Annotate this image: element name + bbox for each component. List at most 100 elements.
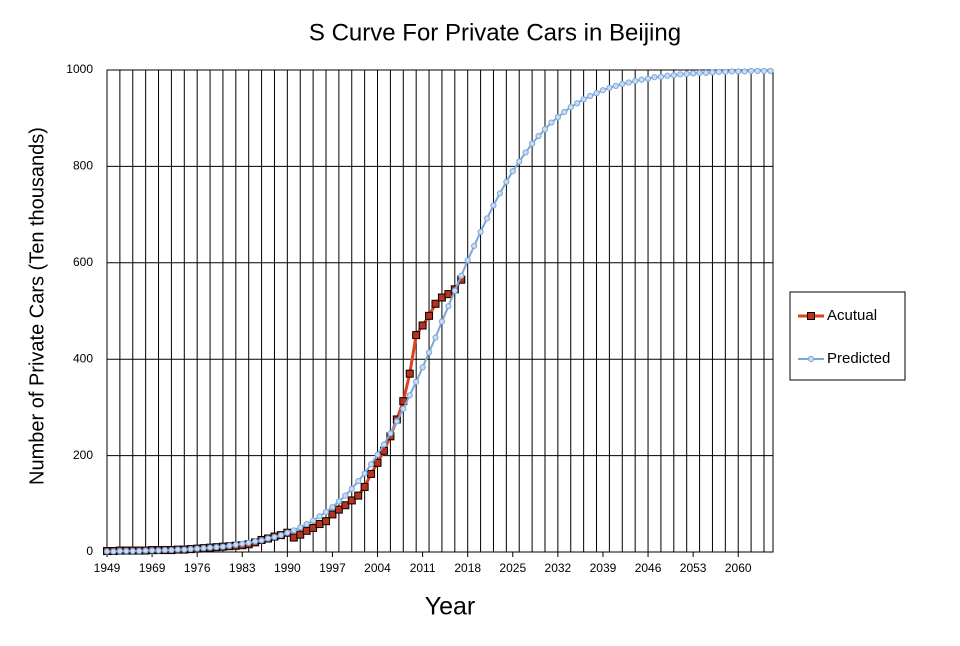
data-point — [136, 547, 143, 555]
legend-marker — [807, 355, 815, 363]
data-point — [129, 547, 136, 555]
data-point — [374, 451, 381, 458]
x-tick-label: 1969 — [139, 561, 166, 575]
y-tick-label: 1000 — [66, 62, 93, 76]
data-point — [213, 544, 220, 551]
data-point — [541, 126, 549, 133]
data-point — [373, 458, 382, 467]
data-point — [471, 242, 478, 250]
series-line — [107, 69, 771, 553]
legend-marker — [807, 312, 815, 320]
y-tick-label: 800 — [73, 159, 93, 173]
data-point — [606, 84, 613, 91]
data-point — [638, 76, 645, 83]
data-point — [284, 529, 291, 536]
data-point — [329, 504, 336, 511]
data-point — [328, 510, 337, 519]
data-point — [548, 119, 555, 126]
data-point — [419, 364, 426, 371]
y-tick-label: 400 — [73, 351, 93, 365]
data-point — [194, 545, 201, 552]
data-point — [258, 537, 265, 544]
data-point — [458, 272, 465, 279]
data-point — [310, 517, 317, 524]
data-point — [413, 378, 420, 385]
data-point — [760, 67, 768, 75]
data-point — [200, 545, 207, 552]
data-point — [683, 70, 690, 77]
data-point — [123, 547, 130, 555]
data-point — [651, 74, 658, 81]
data-point — [239, 540, 246, 547]
data-point — [393, 418, 400, 425]
data-point — [245, 539, 252, 546]
data-point — [767, 67, 774, 75]
x-tick-label: 2060 — [725, 561, 752, 575]
data-point — [321, 517, 330, 526]
data-point — [418, 321, 427, 330]
data-point — [567, 104, 574, 111]
data-point — [277, 532, 285, 539]
data-point — [367, 469, 376, 478]
data-point — [735, 68, 742, 75]
data-point — [444, 290, 453, 299]
data-point — [187, 546, 194, 553]
data-point — [690, 70, 697, 77]
data-point — [593, 90, 600, 97]
series-line — [107, 278, 463, 553]
data-point — [412, 331, 421, 340]
data-point — [612, 82, 619, 90]
x-tick-label: 2053 — [680, 561, 707, 575]
data-point — [387, 430, 394, 437]
data-point — [554, 114, 561, 121]
y-tick-label: 0 — [86, 544, 93, 558]
data-point — [252, 538, 259, 545]
data-point — [586, 92, 594, 100]
data-point — [303, 520, 310, 528]
data-point — [103, 548, 111, 555]
x-tick-label: 2039 — [590, 561, 617, 575]
data-point — [226, 542, 233, 549]
data-point — [316, 513, 323, 520]
data-point — [432, 334, 439, 341]
data-point — [232, 541, 239, 548]
data-point — [335, 498, 342, 505]
data-point — [477, 228, 484, 236]
data-point — [644, 75, 652, 82]
data-point — [516, 158, 523, 165]
data-point — [561, 108, 568, 116]
data-point — [754, 67, 761, 75]
data-point — [580, 96, 587, 103]
data-point — [722, 68, 729, 76]
data-point — [632, 77, 639, 85]
data-point — [496, 190, 504, 197]
data-point — [451, 287, 458, 294]
data-point — [619, 80, 626, 88]
data-point — [361, 470, 368, 477]
data-point — [354, 491, 363, 500]
data-point — [174, 546, 181, 553]
data-point — [347, 496, 356, 505]
data-point — [431, 299, 440, 308]
data-point — [148, 547, 156, 554]
data-point — [142, 547, 149, 554]
x-tick-label: 1976 — [184, 561, 211, 575]
data-point — [748, 67, 755, 75]
data-point — [367, 461, 375, 468]
legend-label: Acutual — [827, 307, 877, 324]
data-point — [529, 140, 536, 147]
data-point — [116, 547, 123, 555]
data-point — [380, 441, 388, 448]
data-point — [702, 69, 710, 76]
data-point — [110, 548, 117, 555]
legend-box — [789, 291, 906, 381]
data-point — [206, 544, 214, 551]
x-tick-label: 1990 — [274, 561, 301, 575]
x-tick-label: 2004 — [364, 561, 391, 575]
data-point — [264, 535, 272, 542]
data-point — [425, 311, 434, 320]
data-point — [355, 478, 362, 485]
data-point — [342, 492, 349, 499]
